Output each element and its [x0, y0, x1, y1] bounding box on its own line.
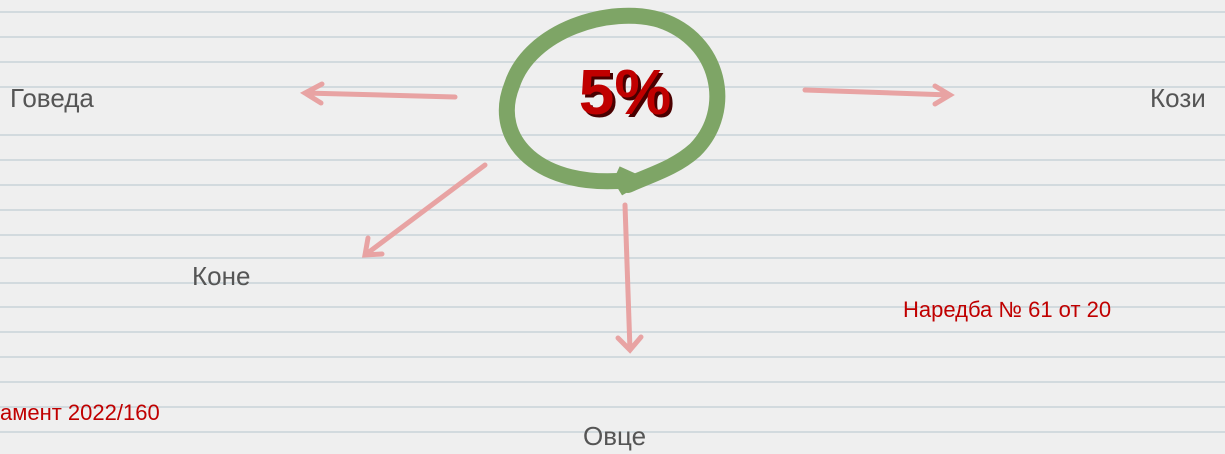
- node-label: Говеда: [10, 83, 94, 113]
- page: 5% 5% Говеда Кози Коне Овце Наредба № 61…: [0, 0, 1225, 454]
- note: Наредба № 61 от 20: [903, 297, 1111, 322]
- node-label: Овце: [583, 421, 646, 451]
- center-label: 5%: [579, 56, 672, 128]
- diagram: 5% 5% Говеда Кози Коне Овце Наредба № 61…: [0, 0, 1225, 454]
- note: амент 2022/160: [0, 400, 160, 425]
- arrow: [805, 86, 950, 104]
- node-label: Коне: [192, 261, 250, 291]
- arrow: [618, 205, 641, 350]
- node-label: Кози: [1150, 83, 1206, 113]
